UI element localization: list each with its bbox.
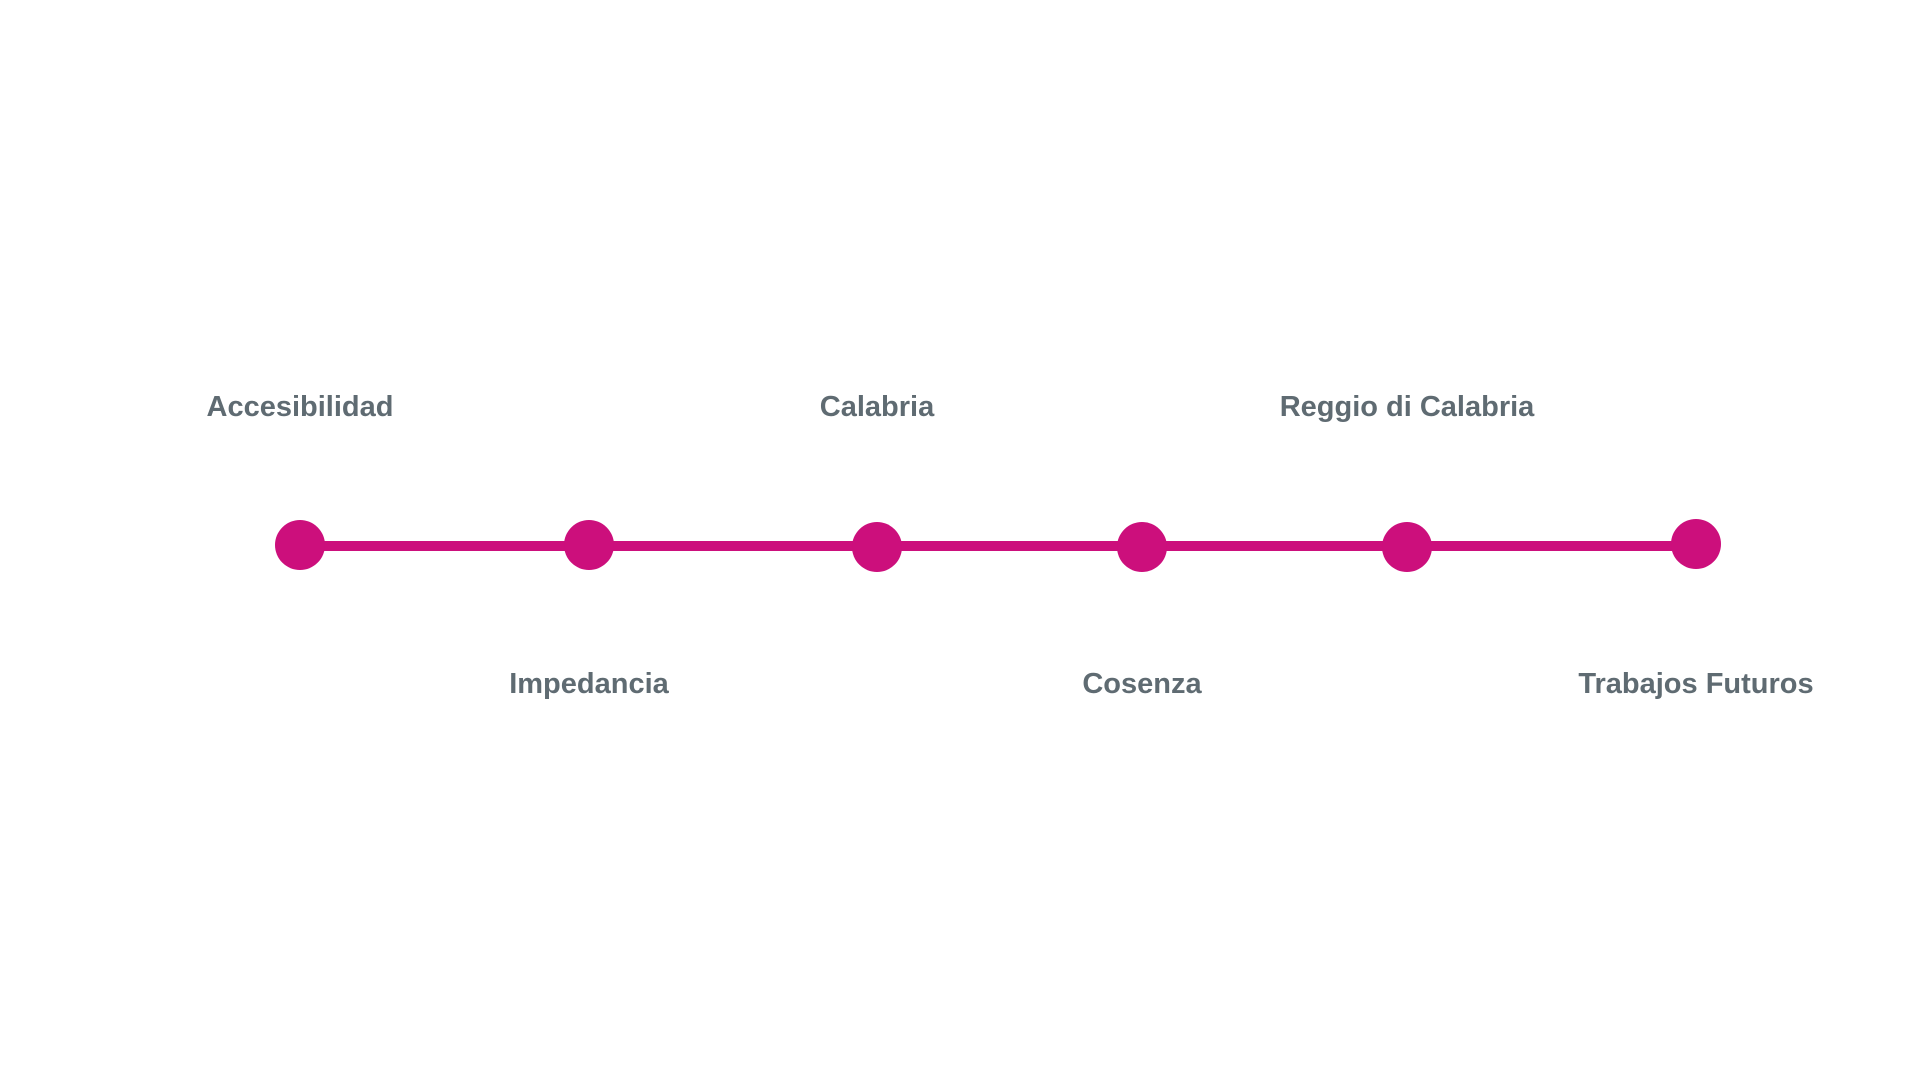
timeline-label-4: Cosenza [1082,668,1202,700]
timeline-nodes [275,519,1721,572]
timeline-node-2 [564,520,614,570]
timeline-label-6: Trabajos Futuros [1578,668,1813,700]
timeline-label-3: Calabria [820,391,935,423]
timeline-node-6 [1671,519,1721,569]
timeline-labels: Accesibilidad Impedancia Calabria Cosenza Re… [207,391,1814,700]
timeline-node-1 [275,520,325,570]
timeline-label-5: Reggio di Calabria [1280,391,1535,423]
timeline-label-1: Accesibilidad [207,391,394,423]
timeline-label-2: Impedancia [509,668,669,700]
timeline-node-3 [852,522,902,572]
timeline-node-5 [1382,522,1432,572]
timeline-node-4 [1117,522,1167,572]
